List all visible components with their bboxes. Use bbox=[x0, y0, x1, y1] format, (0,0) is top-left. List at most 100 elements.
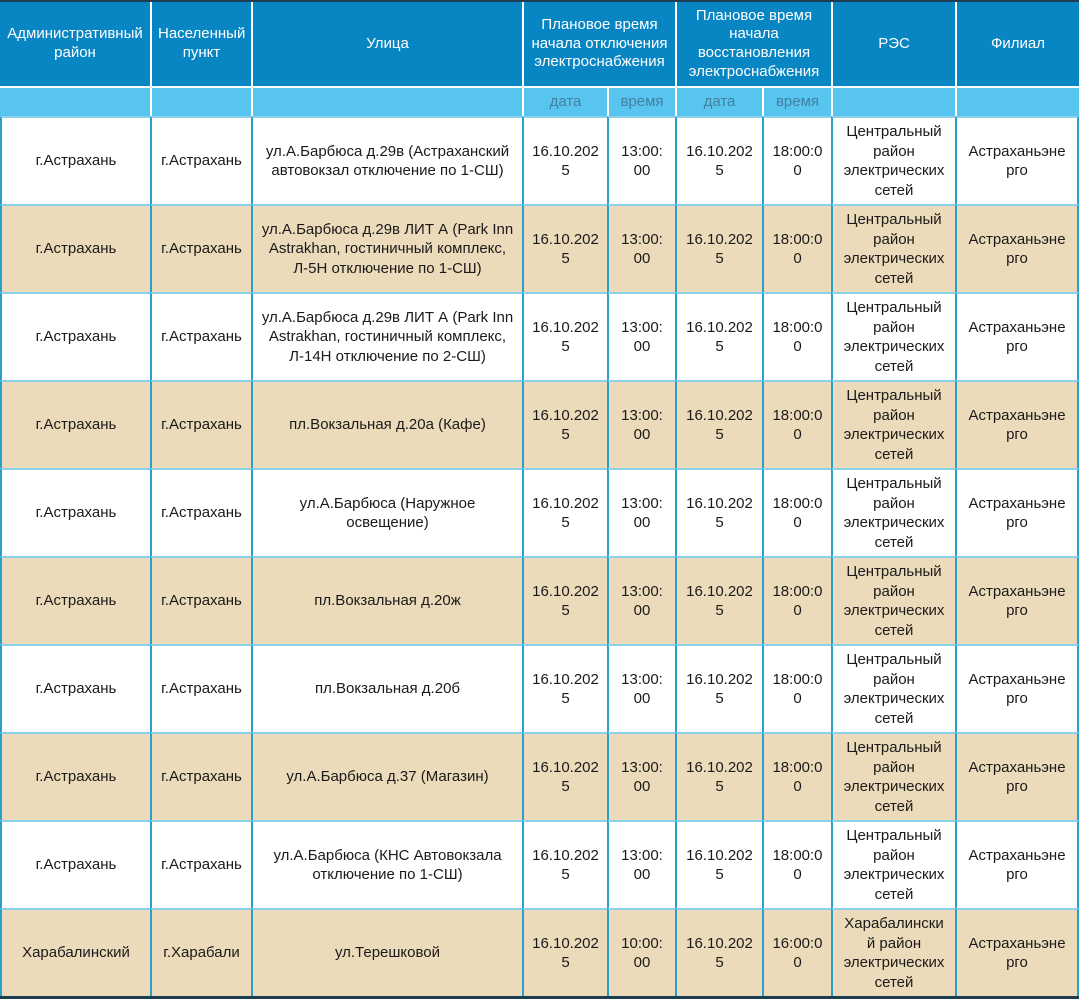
table-row: г.Астрахань г.Астрахань пл.Вокзальная д.… bbox=[0, 380, 1079, 468]
cell-start-time: 13:00:00 bbox=[607, 116, 675, 204]
cell-start-date: 16.10.2025 bbox=[522, 908, 607, 996]
cell-start-date: 16.10.2025 bbox=[522, 644, 607, 732]
cell-res: Центральный район электрических сетей bbox=[831, 732, 955, 820]
cell-start-date: 16.10.2025 bbox=[522, 732, 607, 820]
cell-end-time: 18:00:00 bbox=[762, 556, 831, 644]
cell-start-time: 13:00:00 bbox=[607, 204, 675, 292]
cell-start-date: 16.10.2025 bbox=[522, 820, 607, 908]
cell-start-time: 13:00:00 bbox=[607, 468, 675, 556]
cell-start-date: 16.10.2025 bbox=[522, 468, 607, 556]
cell-end-time: 18:00:00 bbox=[762, 732, 831, 820]
subheader-empty bbox=[0, 86, 150, 116]
header-outage-start: Плановое время начала отключения электро… bbox=[522, 2, 675, 86]
cell-end-date: 16.10.2025 bbox=[675, 468, 762, 556]
cell-res: Центральный район электрических сетей bbox=[831, 820, 955, 908]
cell-district: г.Астрахань bbox=[0, 204, 150, 292]
cell-res: Центральный район электрических сетей bbox=[831, 556, 955, 644]
table-row: г.Астрахань г.Астрахань ул.А.Барбюса д.2… bbox=[0, 204, 1079, 292]
cell-settlement: г.Астрахань bbox=[150, 204, 251, 292]
cell-res: Харабалинский район электрических сетей bbox=[831, 908, 955, 996]
table-row: Харабалинский г.Харабали ул.Терешковой 1… bbox=[0, 908, 1079, 996]
cell-branch: Астраханьэнерго bbox=[955, 380, 1079, 468]
cell-end-date: 16.10.2025 bbox=[675, 556, 762, 644]
cell-district: г.Астрахань bbox=[0, 468, 150, 556]
subheader-row: дата время дата время bbox=[0, 86, 1079, 116]
cell-street: ул.А.Барбюса (Наружное освещение) bbox=[251, 468, 522, 556]
cell-start-time: 10:00:00 bbox=[607, 908, 675, 996]
cell-branch: Астраханьэнерго bbox=[955, 820, 1079, 908]
table-row: г.Астрахань г.Астрахань ул.А.Барбюса д.2… bbox=[0, 292, 1079, 380]
cell-district: г.Астрахань bbox=[0, 116, 150, 204]
header-row: Административный район Населенный пункт … bbox=[0, 2, 1079, 86]
cell-settlement: г.Астрахань bbox=[150, 468, 251, 556]
cell-end-time: 18:00:00 bbox=[762, 820, 831, 908]
table-row: г.Астрахань г.Астрахань ул.А.Барбюса (На… bbox=[0, 468, 1079, 556]
cell-end-date: 16.10.2025 bbox=[675, 380, 762, 468]
subheader-empty bbox=[955, 86, 1079, 116]
header-restore-start: Плановое время начала восстановления эле… bbox=[675, 2, 831, 86]
cell-end-time: 18:00:00 bbox=[762, 644, 831, 732]
cell-start-date: 16.10.2025 bbox=[522, 204, 607, 292]
cell-end-time: 18:00:00 bbox=[762, 204, 831, 292]
cell-settlement: г.Астрахань bbox=[150, 644, 251, 732]
table-row: г.Астрахань г.Астрахань пл.Вокзальная д.… bbox=[0, 556, 1079, 644]
table-row: г.Астрахань г.Астрахань ул.А.Барбюса д.3… bbox=[0, 732, 1079, 820]
subheader-empty bbox=[150, 86, 251, 116]
cell-res: Центральный район электрических сетей bbox=[831, 116, 955, 204]
cell-district: Харабалинский bbox=[0, 908, 150, 996]
cell-end-date: 16.10.2025 bbox=[675, 732, 762, 820]
cell-branch: Астраханьэнерго bbox=[955, 556, 1079, 644]
cell-branch: Астраханьэнерго bbox=[955, 732, 1079, 820]
table-row: г.Астрахань г.Астрахань пл.Вокзальная д.… bbox=[0, 644, 1079, 732]
cell-res: Центральный район электрических сетей bbox=[831, 644, 955, 732]
cell-end-date: 16.10.2025 bbox=[675, 908, 762, 996]
cell-settlement: г.Астрахань bbox=[150, 292, 251, 380]
cell-start-time: 13:00:00 bbox=[607, 380, 675, 468]
cell-res: Центральный район электрических сетей bbox=[831, 468, 955, 556]
header-street: Улица bbox=[251, 2, 522, 86]
subheader-empty bbox=[251, 86, 522, 116]
cell-branch: Астраханьэнерго bbox=[955, 292, 1079, 380]
cell-street: пл.Вокзальная д.20а (Кафе) bbox=[251, 380, 522, 468]
cell-end-time: 18:00:00 bbox=[762, 292, 831, 380]
cell-start-time: 13:00:00 bbox=[607, 732, 675, 820]
cell-start-date: 16.10.2025 bbox=[522, 380, 607, 468]
cell-start-time: 13:00:00 bbox=[607, 820, 675, 908]
cell-settlement: г.Астрахань bbox=[150, 380, 251, 468]
cell-street: ул.А.Барбюса д.29в (Астраханский автовок… bbox=[251, 116, 522, 204]
cell-res: Центральный район электрических сетей bbox=[831, 380, 955, 468]
header-admin-district: Административный район bbox=[0, 2, 150, 86]
cell-end-date: 16.10.2025 bbox=[675, 292, 762, 380]
cell-street: ул.Терешковой bbox=[251, 908, 522, 996]
cell-end-time: 18:00:00 bbox=[762, 468, 831, 556]
cell-settlement: г.Астрахань bbox=[150, 732, 251, 820]
subheader-end-date: дата bbox=[675, 86, 762, 116]
cell-start-date: 16.10.2025 bbox=[522, 292, 607, 380]
header-settlement: Населенный пункт bbox=[150, 2, 251, 86]
cell-end-date: 16.10.2025 bbox=[675, 116, 762, 204]
cell-district: г.Астрахань bbox=[0, 380, 150, 468]
cell-res: Центральный район электрических сетей bbox=[831, 292, 955, 380]
cell-settlement: г.Астрахань bbox=[150, 820, 251, 908]
cell-district: г.Астрахань bbox=[0, 292, 150, 380]
cell-street: пл.Вокзальная д.20б bbox=[251, 644, 522, 732]
cell-end-date: 16.10.2025 bbox=[675, 644, 762, 732]
table-body: г.Астрахань г.Астрахань ул.А.Барбюса д.2… bbox=[0, 116, 1079, 996]
cell-street: ул.А.Барбюса д.37 (Магазин) bbox=[251, 732, 522, 820]
table-row: г.Астрахань г.Астрахань ул.А.Барбюса д.2… bbox=[0, 116, 1079, 204]
cell-res: Центральный район электрических сетей bbox=[831, 204, 955, 292]
cell-district: г.Астрахань bbox=[0, 556, 150, 644]
cell-start-date: 16.10.2025 bbox=[522, 556, 607, 644]
cell-street: ул.А.Барбюса (КНС Автовокзала отключение… bbox=[251, 820, 522, 908]
table-header: Административный район Населенный пункт … bbox=[0, 2, 1079, 116]
cell-start-date: 16.10.2025 bbox=[522, 116, 607, 204]
cell-street: пл.Вокзальная д.20ж bbox=[251, 556, 522, 644]
cell-street: ул.А.Барбюса д.29в ЛИТ А (Park Inn Astra… bbox=[251, 204, 522, 292]
cell-settlement: г.Астрахань bbox=[150, 556, 251, 644]
header-res: РЭС bbox=[831, 2, 955, 86]
cell-district: г.Астрахань bbox=[0, 820, 150, 908]
cell-end-date: 16.10.2025 bbox=[675, 820, 762, 908]
cell-district: г.Астрахань bbox=[0, 732, 150, 820]
cell-branch: Астраханьэнерго bbox=[955, 116, 1079, 204]
